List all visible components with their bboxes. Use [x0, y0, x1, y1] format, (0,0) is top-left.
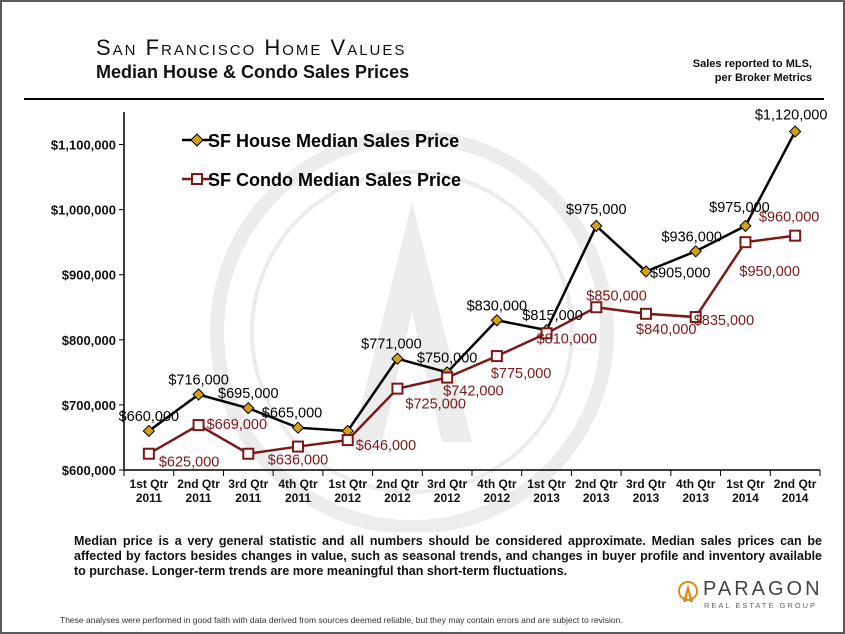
condo-point [689, 311, 702, 324]
condo-line [148, 234, 796, 456]
paragon-logo-icon [678, 581, 698, 602]
condo-point [789, 229, 802, 242]
house-data-label: $716,000 [168, 372, 228, 388]
x-tick-label: 2nd Qtr 2011 [177, 477, 220, 505]
y-tick-label: $700,000 [62, 398, 116, 413]
x-tick-label: 4th Qtr 2012 [477, 477, 517, 505]
y-tick-label: $1,100,000 [51, 138, 116, 153]
house-data-label: $695,000 [218, 386, 278, 402]
page-subtitle: Median House & Condo Sales Prices [96, 62, 410, 82]
condo-data-label: $850,000 [586, 288, 646, 304]
x-tick-label: 1st Qtr 2012 [328, 477, 367, 505]
condo-point [341, 434, 354, 447]
condo-data-label: $840,000 [636, 322, 696, 338]
x-tick-label: 1st Qtr 2013 [527, 477, 566, 505]
x-tick-label: 3rd Qtr 2013 [626, 477, 666, 505]
house-data-label: $660,000 [119, 409, 179, 425]
house-data-label: $815,000 [522, 308, 582, 324]
condo-point [540, 327, 553, 340]
x-tick-label: 1st Qtr 2014 [726, 477, 765, 505]
house-line [148, 130, 797, 433]
x-tick-label: 3rd Qtr 2011 [228, 477, 268, 505]
house-data-label: $665,000 [262, 406, 322, 422]
disclaimer-text: Median price is a very general statistic… [74, 534, 822, 578]
condo-data-label: $742,000 [443, 384, 503, 400]
y-tick-label: $800,000 [62, 333, 116, 348]
condo-data-label: $775,000 [491, 366, 551, 382]
x-tick-label: 4th Qtr 2013 [676, 477, 716, 505]
house-point [689, 245, 702, 258]
house-point [142, 424, 156, 438]
house-data-label: $750,000 [417, 350, 477, 366]
condo-point [142, 447, 155, 460]
house-point [639, 265, 653, 278]
house-data-label: $1,120,000 [755, 108, 828, 124]
y-tick-label: $1,000,000 [51, 203, 116, 218]
house-data-label: $975,000 [566, 202, 626, 218]
footer-note: These analyses were performed in good fa… [60, 615, 623, 625]
condo-data-label: $669,000 [207, 417, 267, 433]
condo-point [391, 382, 404, 395]
house-point [788, 125, 802, 138]
line-chart: $600,000 $700,000 $800,000 $900,000 $1,000,0… [51, 108, 828, 532]
condo-point [590, 301, 603, 314]
condo-point [242, 447, 255, 460]
condo-point [441, 371, 454, 384]
condo-data-label: $835,000 [694, 313, 754, 329]
header-divider [24, 98, 824, 100]
data-labels: $660,000 $716,000$695,000 $665,000 $771,000… [119, 108, 828, 471]
y-axis-ticks: $600,000 $700,000 $800,000 $900,000 $1,000,0… [51, 138, 124, 478]
house-data-label: $830,000 [467, 298, 527, 314]
x-tick-label: 2nd Qtr 2012 [376, 477, 419, 505]
house-point [242, 401, 255, 415]
y-tick-label: $600,000 [62, 463, 116, 478]
condo-point [292, 440, 304, 453]
house-point [291, 421, 305, 434]
house-point [490, 314, 504, 327]
source-note: Sales reported to MLS, per Broker Metric… [602, 57, 812, 85]
house-data-label: $905,000 [650, 265, 710, 281]
house-data-label: $771,000 [361, 337, 421, 353]
x-tick-label: 2nd Qtr 2013 [575, 477, 618, 505]
condo-data-label: $950,000 [739, 264, 799, 280]
condo-data-label: $636,000 [268, 453, 328, 469]
series-condo [142, 229, 802, 460]
legend-condo-label: SF Condo Median Sales Price [208, 170, 461, 190]
house-point [739, 219, 752, 233]
brand-tagline: REAL ESTATE GROUP [704, 601, 818, 610]
x-tick-label: 1st Qtr 2011 [130, 477, 169, 505]
condo-point [192, 419, 205, 432]
x-axis-ticks: 1st Qtr 2011 2nd Qtr 2011 3rd Qtr 2011 4th Qtr… [123, 470, 821, 505]
page-title: San Francisco Home Values [96, 35, 407, 60]
condo-data-label: $646,000 [356, 438, 416, 454]
condo-data-label: $625,000 [159, 455, 219, 471]
brand-logo: PARAGON REAL ESTATE GROUP [677, 578, 837, 614]
brand-name: PARAGON [703, 578, 823, 600]
legend-condo-swatch-marker [191, 173, 203, 185]
house-data-label: $975,000 [709, 200, 769, 216]
chart-legend: SF House Median Sales Price SF Condo Medi… [182, 131, 461, 190]
condo-point [739, 236, 752, 249]
condo-data-label: $810,000 [537, 331, 597, 347]
condo-data-label: $960,000 [759, 210, 819, 226]
house-point [590, 219, 603, 233]
condo-point [490, 350, 503, 363]
x-tick-label: 2nd Qtr 2014 [774, 477, 817, 505]
legend-house-label: SF House Median Sales Price [208, 131, 459, 151]
house-data-label: $936,000 [661, 229, 721, 245]
x-tick-label: 3rd Qtr 2012 [427, 477, 467, 505]
legend-house-swatch-marker [190, 133, 204, 147]
house-point [391, 352, 404, 365]
source-note-line-2: per Broker Metrics [714, 72, 812, 84]
x-tick-label: 4th Qtr 2011 [278, 477, 318, 505]
condo-point [640, 307, 652, 320]
condo-data-label: $725,000 [405, 397, 465, 413]
y-tick-label: $900,000 [62, 268, 116, 283]
source-note-line-1: Sales reported to MLS, [692, 58, 812, 70]
house-point [192, 388, 205, 401]
